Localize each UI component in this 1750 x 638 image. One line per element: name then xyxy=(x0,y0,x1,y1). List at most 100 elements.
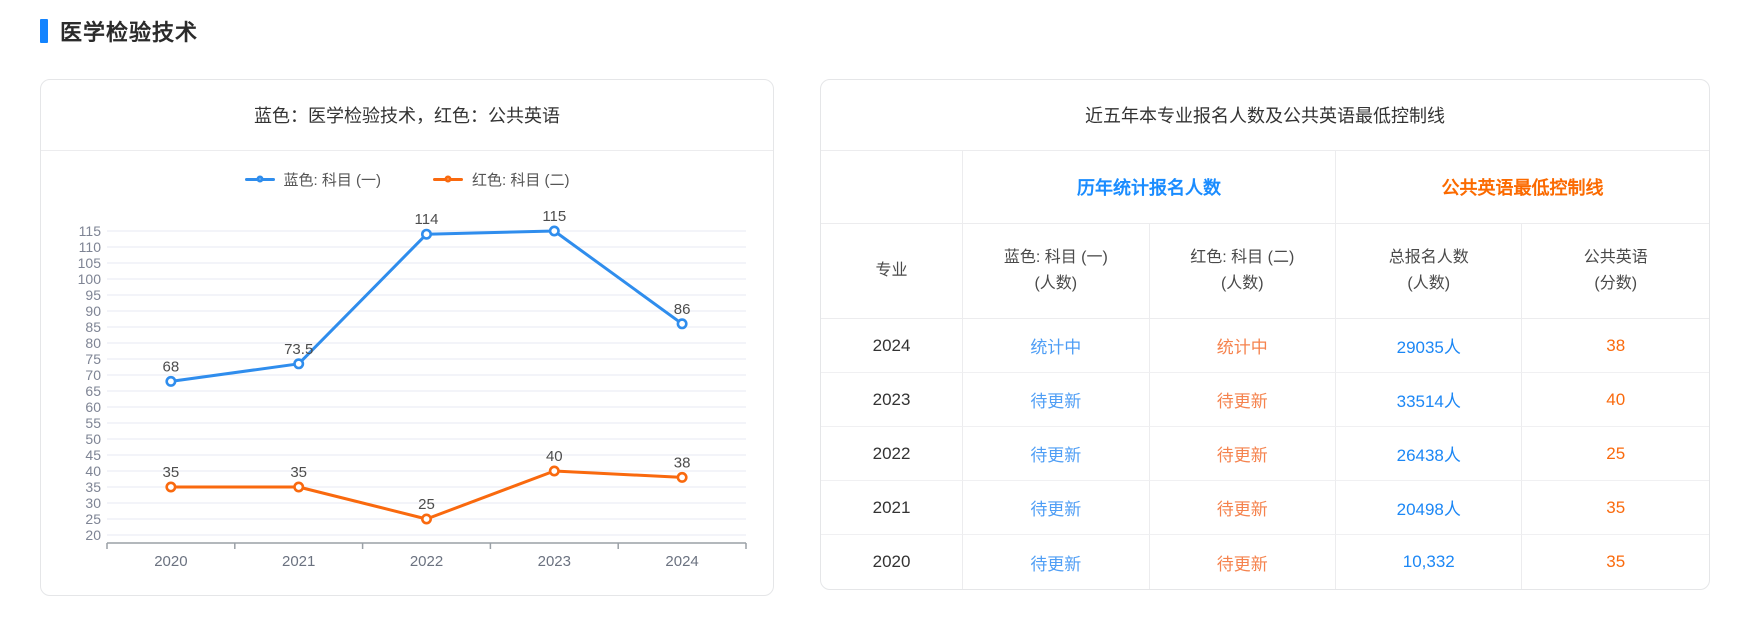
column-header-3: 总报名人数 (人数) xyxy=(1336,224,1523,319)
group-header-english-cutoff: 公共英语最低控制线 xyxy=(1336,151,1709,224)
cell-subject1-status: 待更新 xyxy=(963,373,1150,427)
chart-card-title: 蓝色：医学检验技术，红色：公共英语 xyxy=(41,80,773,151)
y-axis-label: 70 xyxy=(85,367,101,383)
y-axis-label: 40 xyxy=(85,463,101,479)
chart-point xyxy=(165,375,177,387)
y-axis-label: 100 xyxy=(78,271,102,287)
group-header-blank-cell xyxy=(821,151,964,224)
chart-point-label: 86 xyxy=(674,301,691,318)
chart-point-label: 115 xyxy=(542,208,566,225)
column-header-1: 蓝色: 科目 (一) (人数) xyxy=(963,224,1150,319)
column-header-unit: (人数) xyxy=(1407,275,1451,292)
cell-subject2-status: 待更新 xyxy=(1149,373,1337,427)
cell-english-cutoff-score: 25 xyxy=(1522,427,1709,481)
legend-line-circle-icon xyxy=(433,173,463,186)
y-axis-label: 35 xyxy=(85,479,101,495)
stats-table-card: 近五年本专业报名人数及公共英语最低控制线 历年统计报名人数 公共英语最低控制线 … xyxy=(820,79,1710,590)
cell-subject1-status: 统计中 xyxy=(963,319,1150,373)
column-header-unit: (人数) xyxy=(1220,275,1264,292)
y-axis-label: 60 xyxy=(85,399,101,415)
legend-line-circle-icon xyxy=(244,173,275,186)
chart-point xyxy=(548,465,560,477)
chart-point xyxy=(676,318,688,330)
cell-subject1-status: 待更新 xyxy=(963,535,1150,589)
table-card-title: 近五年本专业报名人数及公共英语最低控制线 xyxy=(821,80,1709,151)
page-title: 医学检验技术 xyxy=(60,20,199,45)
chart-point xyxy=(676,471,688,483)
cell-total-registrations: 33514人 xyxy=(1336,373,1523,427)
cell-subject2-status: 待更新 xyxy=(1150,535,1337,589)
y-axis-label: 20 xyxy=(85,527,101,543)
legend-label: 蓝色: 科目 (一) xyxy=(283,171,382,189)
column-header-unit: (分数) xyxy=(1594,275,1638,292)
cell-year: 2024 xyxy=(821,319,964,373)
table-row-2020: 2020 待更新 待更新 10,332 35 xyxy=(821,535,1709,589)
column-header-label: 专业 xyxy=(875,262,908,279)
group-header-registrations: 历年统计报名人数 xyxy=(963,151,1337,224)
y-axis-label: 30 xyxy=(85,495,101,511)
table-row-2021: 2021 待更新 待更新 20498人 35 xyxy=(821,481,1709,535)
cell-english-cutoff-score: 38 xyxy=(1522,319,1709,373)
stats-table: 历年统计报名人数 公共英语最低控制线 专业 蓝色: 科目 (一) (人数) 红色: 科… xyxy=(821,151,1709,589)
x-axis-label: 2020 xyxy=(154,553,187,570)
content-area: 蓝色：医学检验技术，红色：公共英语 蓝色: 科目 (一) 红色: 科目 (二) 1… xyxy=(40,79,1710,596)
chart-card: 蓝色：医学检验技术，红色：公共英语 蓝色: 科目 (一) 红色: 科目 (二) 1… xyxy=(40,79,774,596)
chart-point-label: 40 xyxy=(546,448,563,465)
column-header-label: 公共英语 xyxy=(1583,249,1648,266)
cell-year: 2023 xyxy=(821,373,964,427)
cell-subject1-status: 待更新 xyxy=(963,481,1150,535)
legend-item-series-1[interactable]: 蓝色: 科目 (一) xyxy=(244,169,382,190)
y-axis-label: 115 xyxy=(79,223,102,239)
column-header-label: 总报名人数 xyxy=(1388,249,1469,266)
table-row-2024: 2024 统计中 统计中 29035人 38 xyxy=(821,319,1709,373)
y-axis-label: 65 xyxy=(85,383,101,399)
cell-english-cutoff-score: 35 xyxy=(1606,552,1626,571)
y-axis-label: 55 xyxy=(85,415,101,431)
column-header-label: 蓝色: 科目 (一) xyxy=(1003,249,1108,266)
column-header-major: 专业 xyxy=(821,224,964,319)
cell-year: 2020 xyxy=(821,535,964,589)
column-header-2: 红色: 科目 (二) (人数) xyxy=(1149,224,1337,319)
y-axis-label: 45 xyxy=(85,447,101,463)
x-axis-label: 2023 xyxy=(538,553,571,570)
y-axis-label: 85 xyxy=(85,319,101,335)
chart-point-label: 35 xyxy=(163,464,180,481)
column-header-unit: (人数) xyxy=(1034,275,1078,292)
cell-total-registrations: 20498人 xyxy=(1336,481,1523,535)
cell-total-registrations: 10,332 xyxy=(1336,535,1523,589)
chart-point-label: 25 xyxy=(418,496,435,513)
table-row-2023: 2023 待更新 待更新 33514人 40 xyxy=(821,373,1709,427)
chart-point xyxy=(548,225,560,237)
cell-subject2-status: 待更新 xyxy=(1149,481,1337,535)
legend-item-series-2[interactable]: 红色: 科目 (二) xyxy=(433,169,570,190)
y-axis-label: 80 xyxy=(85,335,101,351)
y-axis-label: 50 xyxy=(85,431,101,447)
chart-point-label: 73.5 xyxy=(284,341,313,358)
x-axis-label: 2021 xyxy=(282,553,315,570)
y-axis-label: 25 xyxy=(85,511,101,527)
column-header-4: 公共英语 (分数) xyxy=(1522,224,1709,319)
chart-area: 115 110 105 100 95 90 85 80 75 70 65 60 55 50 45 40 35 30… xyxy=(41,191,773,576)
chart-point-label: 68 xyxy=(163,358,180,375)
cell-total-registrations: 29035人 xyxy=(1336,319,1523,373)
chart-point-label: 35 xyxy=(290,464,307,481)
y-axis-label: 105 xyxy=(78,255,102,271)
chart-legend: 蓝色: 科目 (一) 红色: 科目 (二) xyxy=(41,167,773,191)
table-subheader-row: 专业 蓝色: 科目 (一) (人数) 红色: 科目 (二) (人数) 总报名人数 (人数) 公… xyxy=(821,224,1709,319)
chart-point xyxy=(420,513,432,525)
cell-english-cutoff-score: 35 xyxy=(1522,481,1709,535)
chart-point-label: 38 xyxy=(674,454,691,471)
y-axis-label: 110 xyxy=(79,239,102,255)
chart-point-label: 114 xyxy=(415,211,439,228)
cell-total-registrations: 26438人 xyxy=(1336,427,1523,481)
chart-point xyxy=(293,481,305,493)
x-axis-label: 2022 xyxy=(410,553,443,570)
cell-english-cutoff-score: 40 xyxy=(1522,373,1709,427)
cell-subject2-status: 待更新 xyxy=(1149,427,1337,481)
table-row-2022: 2022 待更新 待更新 26438人 25 xyxy=(821,427,1709,481)
line-chart: 1151101051009590858075706560555045403530… xyxy=(78,208,747,570)
legend-label: 红色: 科目 (二) xyxy=(472,171,570,189)
chart-point xyxy=(420,228,432,240)
y-axis-label: 95 xyxy=(85,287,101,303)
cell-year: 2021 xyxy=(821,481,964,535)
